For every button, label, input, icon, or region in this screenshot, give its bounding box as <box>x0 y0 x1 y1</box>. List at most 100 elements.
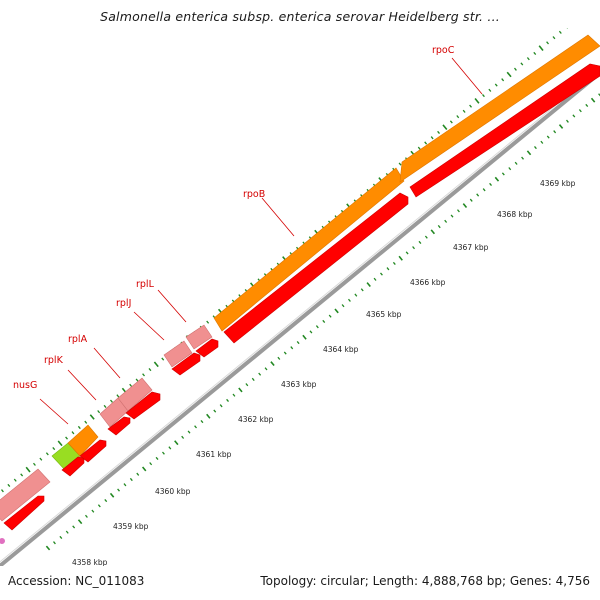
major-tick <box>366 282 371 288</box>
cds-arrow[interactable] <box>409 63 600 198</box>
cds-arrow[interactable] <box>107 416 131 436</box>
gene-label-leaders <box>39 57 483 425</box>
minor-tick <box>417 146 421 150</box>
minor-tick <box>437 224 441 229</box>
minor-tick <box>97 504 101 508</box>
major-tick <box>494 176 500 182</box>
gene-rpl-left[interactable] <box>0 468 51 522</box>
minor-tick <box>546 41 550 45</box>
major-tick <box>153 361 159 368</box>
gene-rpoB[interactable] <box>213 167 405 332</box>
kbp-label: 4367 kbp <box>453 243 489 252</box>
major-tick <box>77 519 83 525</box>
minor-tick <box>513 67 517 71</box>
major-tick <box>89 414 95 420</box>
minor-tick <box>264 367 268 371</box>
minor-tick <box>97 410 101 414</box>
major-tick <box>57 440 63 447</box>
minor-tick <box>135 378 139 382</box>
minor-tick <box>109 399 113 403</box>
kbp-label: 4365 kbp <box>366 310 402 319</box>
minor-tick <box>84 420 88 424</box>
minor-tick <box>437 130 441 135</box>
minor-tick <box>488 88 492 92</box>
minor-tick <box>322 319 326 324</box>
minor-tick <box>566 28 568 29</box>
minor-tick <box>52 541 56 545</box>
major-tick <box>302 334 307 340</box>
minor-tick <box>149 462 153 466</box>
gene-track <box>0 34 600 522</box>
accession-label: Accession: <box>8 574 72 588</box>
minor-tick <box>258 372 262 376</box>
minor-tick <box>418 240 422 245</box>
minor-tick <box>552 36 556 40</box>
minor-tick <box>283 351 287 355</box>
minor-tick <box>72 525 76 529</box>
major-tick <box>558 124 564 129</box>
major-tick <box>25 466 31 473</box>
minor-tick <box>277 356 281 360</box>
kbp-label: 4361 kbp <box>196 450 232 459</box>
accession-value: NC_011083 <box>75 574 145 588</box>
minor-tick <box>226 398 230 403</box>
minor-tick <box>444 219 448 223</box>
gene-label-nusG: nusG <box>13 380 37 391</box>
major-tick <box>590 97 596 103</box>
minor-tick <box>469 198 473 202</box>
accession-info: Accession: NC_011083 <box>8 574 144 588</box>
minor-tick <box>347 298 351 302</box>
minor-tick <box>181 435 185 439</box>
gene-rplJ[interactable] <box>163 340 193 368</box>
minor-tick <box>296 340 300 345</box>
minor-tick <box>213 409 217 413</box>
minor-tick <box>526 57 530 61</box>
major-tick <box>174 440 179 446</box>
minor-tick <box>129 383 133 387</box>
kbp-label: 4368 kbp <box>497 210 533 219</box>
minor-tick <box>501 78 505 82</box>
minor-tick <box>142 373 146 377</box>
gene-rplL[interactable] <box>185 324 213 350</box>
minor-tick <box>456 209 460 213</box>
cds-arrow[interactable] <box>195 338 219 358</box>
cds-arrow[interactable] <box>223 192 409 344</box>
minor-tick <box>328 314 332 318</box>
cds-arrow[interactable] <box>79 439 107 463</box>
minor-tick <box>91 509 95 513</box>
kbp-label: 4364 kbp <box>323 345 359 354</box>
minor-tick <box>39 457 43 461</box>
minor-tick <box>360 288 364 292</box>
gene-rplA[interactable] <box>117 377 153 412</box>
minor-tick <box>392 261 396 266</box>
topology-info: Topology: circular; Length: 4,888,768 bp… <box>260 574 590 588</box>
cds-arrow[interactable] <box>61 456 85 477</box>
minor-tick <box>520 62 524 66</box>
minor-tick <box>450 214 454 218</box>
cds-arrow[interactable] <box>3 495 45 531</box>
gene-label-rpoB: rpoB <box>243 189 265 200</box>
minor-tick <box>462 109 466 113</box>
minor-tick <box>84 514 88 518</box>
gene-secE[interactable] <box>67 424 99 457</box>
minor-tick <box>103 404 107 409</box>
major-tick <box>442 124 448 131</box>
gene-labels: nusG rplK rplA rplJ rplL rpoB rpoC <box>13 45 455 391</box>
minor-tick <box>533 145 537 150</box>
major-tick <box>141 466 147 472</box>
minor-tick <box>136 472 140 476</box>
major-tick <box>526 150 532 156</box>
gene-rpoC[interactable] <box>399 34 600 183</box>
cds-arrow[interactable] <box>171 352 201 376</box>
kbp-label: 4360 kbp <box>155 487 191 496</box>
cds-arrow[interactable] <box>125 391 161 420</box>
minor-tick <box>65 530 69 534</box>
minor-tick <box>578 109 582 113</box>
minor-tick <box>129 477 133 482</box>
gene-label-rplJ: rplJ <box>116 298 131 309</box>
cds-track <box>3 63 600 531</box>
major-tick <box>45 545 51 551</box>
map-title: Salmonella enterica subsp. enterica sero… <box>100 9 500 24</box>
major-tick <box>206 413 211 419</box>
